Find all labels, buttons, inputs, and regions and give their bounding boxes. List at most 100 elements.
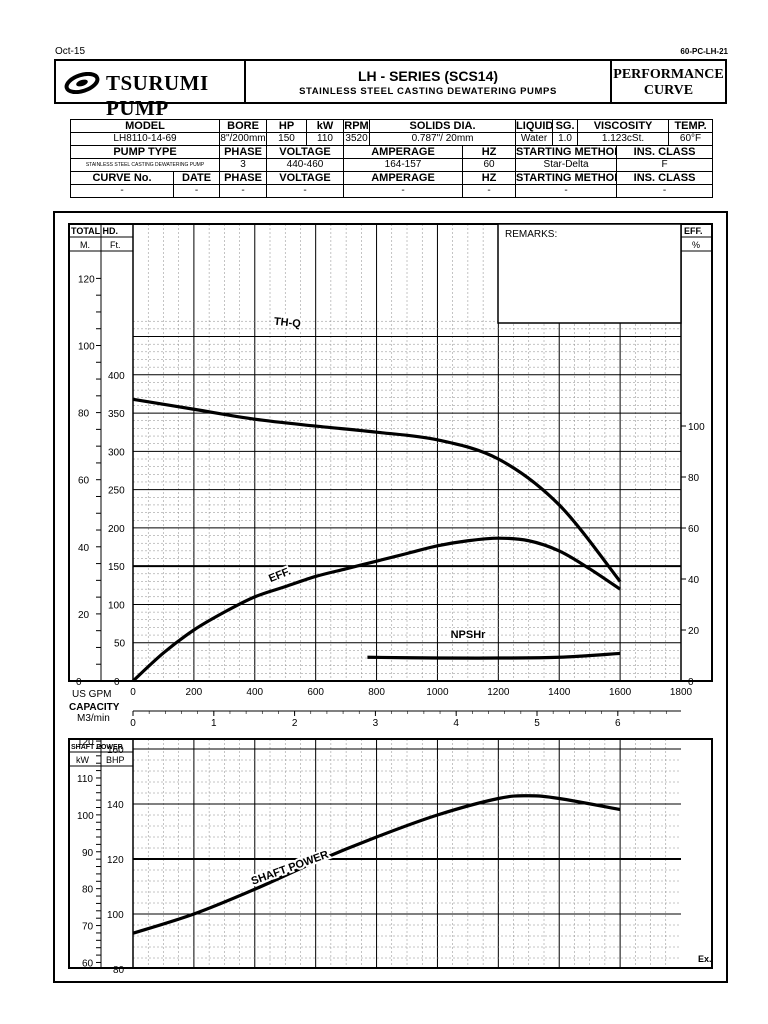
- eff-curve-label: EFF.: [267, 565, 292, 585]
- bhp-tick-label: 100: [107, 910, 124, 921]
- remarks-box: [497, 223, 682, 324]
- kw-tick-label: 120: [77, 737, 94, 748]
- series-cell: LH - SERIES (SCS14) STAINLESS STEEL CAST…: [246, 61, 612, 102]
- m3-tick-label: 5: [534, 718, 540, 729]
- gpm-tick-label: 0: [130, 687, 136, 698]
- kw-tick-label: 70: [82, 922, 94, 933]
- spec-value-row-2: STAINLESS STEEL CASTING DEWATERING PUMP …: [69, 158, 714, 172]
- gpm-tick-label: 200: [186, 687, 203, 698]
- bhp-tick-label: 120: [107, 855, 124, 866]
- eff-tick-label: 80: [688, 473, 700, 484]
- unit-kw-label: kW: [76, 755, 90, 765]
- perf-line2: CURVE: [643, 83, 694, 98]
- m3-tick-label: 4: [453, 718, 459, 729]
- date-label: Oct-15: [55, 46, 86, 57]
- upper-grid: [133, 224, 681, 681]
- upper-plot-frame: [68, 223, 713, 682]
- eff-tick-label: 100: [688, 422, 705, 433]
- m-tick-label: 120: [78, 274, 95, 285]
- title-block: TSURUMI PUMP LH - SERIES (SCS14) STAINLE…: [54, 59, 727, 120]
- kw-tick-label: 60: [82, 958, 94, 969]
- spec-value-row-3: - - - - - - - -: [70, 184, 714, 198]
- gpm-tick-label: 1000: [426, 687, 449, 698]
- shaft-power-curve: [132, 794, 621, 935]
- eff-tick-label: 60: [688, 524, 700, 535]
- ft-tick-label: 50: [114, 639, 126, 650]
- eff-tick-label: 40: [688, 575, 700, 586]
- npshr-curve-label: NPSHr: [451, 629, 487, 641]
- capacity-label: CAPACITY: [69, 702, 120, 713]
- bhp-tick-label: 160: [107, 745, 124, 756]
- perf-line1: PERFORMANCE: [613, 67, 724, 82]
- ft-tick-label: 100: [108, 600, 125, 611]
- eff-tick-label: 0: [688, 677, 694, 688]
- ft-tick-label: 200: [108, 524, 125, 535]
- m-tick-label: 60: [78, 476, 90, 487]
- m-tick-label: 100: [78, 342, 95, 353]
- document-code: 60-PC-LH-21: [680, 47, 728, 56]
- lower-plot-frame: [68, 738, 713, 969]
- ft-tick-label: 150: [108, 562, 125, 573]
- m3-tick-label: 0: [130, 718, 136, 729]
- gpm-tick-label: 1800: [670, 687, 693, 698]
- eff-curve: [131, 536, 622, 683]
- kw-tick-label: 90: [82, 848, 94, 859]
- gpm-tick-label: 1200: [487, 687, 510, 698]
- m-tick-label: 80: [78, 409, 90, 420]
- kw-tick-label: 100: [77, 811, 94, 822]
- unit-m-label: M.: [80, 240, 90, 250]
- upper-curves: TH-Q EFF. NPSHr: [131, 314, 622, 683]
- spec-header-row-2: PUMP TYPE PHASE VOLTAGE AMPERAGE HZ STAR…: [69, 145, 714, 159]
- cell-hz2: -: [462, 184, 517, 198]
- lower-grid: [133, 739, 681, 968]
- shaft-power-curve-label: SHAFT POWER: [250, 849, 331, 888]
- footnote-ex: Ex.: [698, 954, 712, 964]
- gpm-axis-label: US GPM: [72, 689, 111, 700]
- remarks-label: REMARKS:: [505, 229, 557, 240]
- kw-tick-label: 80: [82, 885, 94, 896]
- ft-tick-label: 250: [108, 486, 125, 497]
- thq-curve-label: TH-Q: [273, 316, 301, 331]
- gpm-tick-label: 1400: [548, 687, 571, 698]
- eff-tick-label: 20: [688, 626, 700, 637]
- shaft-power-axis-title: SHAFT POWER: [71, 744, 123, 751]
- brand-name: TSURUMI PUMP: [106, 71, 209, 120]
- cell-date: -: [172, 184, 221, 198]
- cell-voltage2: -: [266, 184, 345, 198]
- gpm-tick-label: 600: [307, 687, 324, 698]
- spec-table: MODEL BORE HP kW RPM SOLIDS DIA. LIQUID …: [69, 119, 714, 198]
- series-title: LH - SERIES (SCS14): [357, 68, 499, 84]
- ft-tick-label: 300: [108, 447, 125, 458]
- m-tick-label: 20: [78, 610, 90, 621]
- ft-tick-label: 400: [108, 371, 125, 382]
- m3-tick-label: 3: [373, 718, 379, 729]
- eff-unit-label: %: [692, 240, 700, 250]
- m-tick-label: 0: [76, 677, 82, 688]
- gpm-tick-label: 800: [368, 687, 385, 698]
- cell-ins-class2: -: [616, 184, 714, 198]
- unit-bhp-label: BHP: [106, 755, 125, 765]
- upper-axis-ticks: 1201008060402004003503002502001501005001…: [76, 274, 705, 729]
- ft-tick-label: 0: [114, 677, 120, 688]
- performance-curve-cell: PERFORMANCE CURVE: [612, 61, 725, 102]
- m3-tick-label: 2: [292, 718, 298, 729]
- gpm-tick-label: 1600: [609, 687, 632, 698]
- bhp-tick-label: 80: [113, 965, 125, 976]
- tsurumi-logo-icon: [64, 72, 100, 94]
- unit-ft-label: Ft.: [110, 240, 121, 250]
- cell-phase2: -: [219, 184, 268, 198]
- chart-area-frame: [53, 211, 728, 983]
- npshr-curve: [367, 651, 621, 660]
- m3-tick-label: 6: [615, 718, 621, 729]
- m-tick-label: 40: [78, 543, 90, 554]
- gpm-tick-label: 400: [246, 687, 263, 698]
- ft-tick-label: 350: [108, 409, 125, 420]
- series-subtitle: STAINLESS STEEL CASTING DEWATERING PUMPS: [299, 86, 557, 97]
- kw-tick-label: 110: [77, 774, 93, 785]
- m3-tick-label: 1: [211, 718, 217, 729]
- brand-cell: TSURUMI PUMP: [56, 61, 246, 120]
- lower-axis-ticks: 120 110 100 90 80 70 60 160 140 120 100 80: [77, 737, 125, 976]
- total-hd-label: TOTAL HD.: [71, 226, 118, 236]
- thq-curve: [132, 397, 622, 583]
